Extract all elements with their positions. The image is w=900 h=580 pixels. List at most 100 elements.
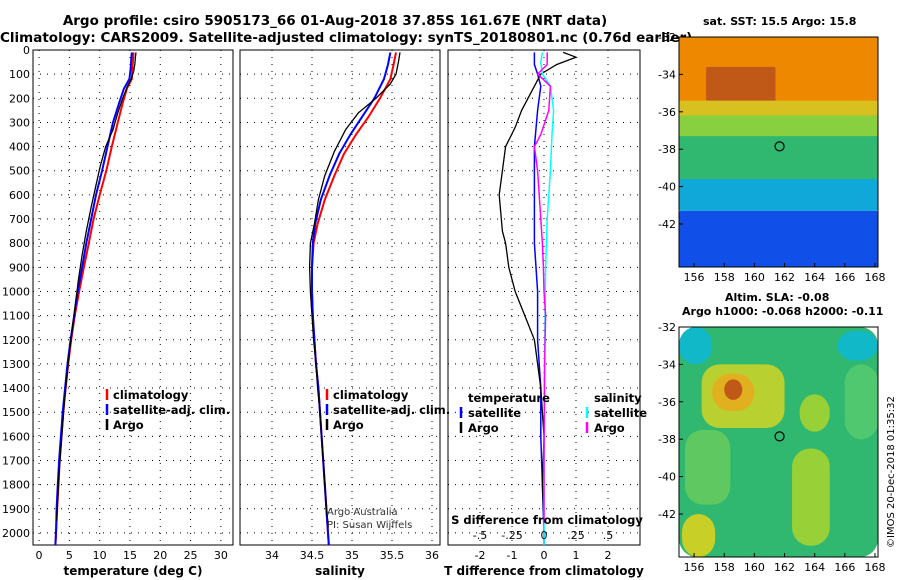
sla-map-title: Altim. SLA: -0.08 <box>725 291 830 304</box>
sla-map-color-region <box>792 448 830 546</box>
sst-map-field <box>679 37 878 267</box>
difference-xtick-label: -2 <box>475 549 486 562</box>
sla-map-xtick-label: 160 <box>744 561 765 574</box>
temperature-series-climatology <box>54 52 135 546</box>
sst-map-xtick-label: 164 <box>804 271 825 284</box>
sla-map-frame <box>678 326 879 558</box>
temperature-legend-label: Argo <box>113 418 144 432</box>
salinity-xtick-label: 36 <box>425 549 439 562</box>
depth-tick-label: 1900 <box>2 503 30 516</box>
salinity-xtick-label: 34.5 <box>300 549 325 562</box>
depth-tick-label: 0 <box>23 44 30 57</box>
sla-map-color-region <box>799 394 830 432</box>
sla-map-ytick-label: -34 <box>658 358 676 371</box>
salinity-legend-label: Argo <box>333 418 364 432</box>
sla-map-color-region <box>685 429 731 505</box>
temperature-xtick-label: 15 <box>123 549 137 562</box>
sla-map-ytick-label: -40 <box>658 471 676 484</box>
sst-map-ytick-label: -40 <box>658 181 676 194</box>
sla-map-color-region <box>837 330 878 361</box>
sst-map-color-region <box>679 136 878 185</box>
sst-map-color-region <box>679 115 878 140</box>
depth-tick-label: 1700 <box>2 454 30 467</box>
sla-map-xtick-label: 168 <box>864 561 885 574</box>
diff-s-tick-label: .25 <box>567 529 585 542</box>
difference-xtick-label: 0 <box>541 549 548 562</box>
sst-map-title: sat. SST: 15.5 Argo: 15.8 <box>703 15 857 28</box>
depth-tick-label: 1400 <box>2 382 30 395</box>
sla-map-xtick-label: 158 <box>714 561 735 574</box>
temperature-legend-label: satellite-adj. clim. <box>113 403 230 417</box>
sla-map-xtick-label: 166 <box>834 561 855 574</box>
sla-map-color-region <box>679 327 713 365</box>
temperature-series-argo <box>55 52 137 521</box>
sst-map-ytick-label: -38 <box>658 143 676 156</box>
diff-legend-temperature-title: temperature <box>468 391 550 405</box>
salinity-xtick-label: 35.5 <box>380 549 405 562</box>
depth-tick-label: 900 <box>9 261 30 274</box>
sst-map-argo-position-marker <box>774 141 785 152</box>
depth-tick-label: 400 <box>9 141 30 154</box>
temperature-xtick-label: 20 <box>153 549 167 562</box>
depth-tick-label: 600 <box>9 189 30 202</box>
temperature-xtick-label: 10 <box>93 549 107 562</box>
temperature-xtick-label: 25 <box>184 549 198 562</box>
sla-map-subtitle: Argo h1000: -0.068 h2000: -0.11 <box>682 305 884 318</box>
sst-map-xtick-label: 160 <box>744 271 765 284</box>
depth-tick-label: 1300 <box>2 358 30 371</box>
diff-legend-label: Argo <box>468 421 499 435</box>
depth-tick-label: 1100 <box>2 310 30 323</box>
depth-tick-label: 1600 <box>2 430 30 443</box>
temperature-xtick-label: 5 <box>66 549 73 562</box>
depth-tick-label: 700 <box>9 213 30 226</box>
sst-map-xtick-label: 156 <box>684 271 705 284</box>
difference-xtick-label: -1 <box>507 549 518 562</box>
sla-map-xtick-label: 156 <box>684 561 705 574</box>
diff-s-tick-label: .5 <box>603 529 614 542</box>
salinity-xtick-label: 35 <box>345 549 359 562</box>
diff-legend-label: satellite <box>594 406 647 420</box>
sla-map-ytick-label: -32 <box>658 321 676 334</box>
salinity-legend-label: satellite-adj. clim. <box>333 403 450 417</box>
depth-tick-label: 2000 <box>2 527 30 540</box>
depth-tick-label: 1800 <box>2 479 30 492</box>
sst-map-xtick-label: 166 <box>834 271 855 284</box>
diff-legend-salinity-title: salinity <box>594 391 642 405</box>
sla-map-color-region <box>682 513 716 557</box>
sst-map-ytick-label: -34 <box>658 68 676 81</box>
temperature-xtick-label: 30 <box>214 549 228 562</box>
diff-s-tick-label: -.25 <box>501 529 522 542</box>
temperature-legend-label: climatology <box>113 388 189 402</box>
sla-map-ytick-label: -38 <box>658 433 676 446</box>
figure-title-line2: Climatology: CARS2009. Satellite-adjuste… <box>0 30 693 46</box>
sst-map-ytick-label: -36 <box>658 106 676 119</box>
temperature-xtick-label: 0 <box>36 549 43 562</box>
diff-s-tick-label: -.5 <box>473 529 487 542</box>
sst-map-xtick-label: 162 <box>774 271 795 284</box>
sla-map-xtick-label: 162 <box>774 561 795 574</box>
sla-map-ytick-label: -36 <box>658 396 676 409</box>
depth-tick-label: 1500 <box>2 406 30 419</box>
temperature-xlabel: temperature (deg C) <box>64 564 203 578</box>
salinity-series-argo <box>308 52 401 524</box>
sst-map-frame <box>678 36 879 268</box>
diff-legend-label: satellite <box>468 406 521 420</box>
salinity-frame <box>239 49 441 546</box>
diff-s-axis-label: S difference from climatology <box>451 513 643 527</box>
temperature-frame <box>32 49 234 546</box>
sst-map-ytick-label: -42 <box>658 218 676 231</box>
diff-legend-label: Argo <box>594 421 625 435</box>
difference-xtick-label: 2 <box>605 549 612 562</box>
sst-map-color-region <box>679 179 878 211</box>
difference-xlabel: T difference from climatology <box>444 564 644 578</box>
depth-tick-label: 1200 <box>2 334 30 347</box>
sst-map-xtick-label: 168 <box>864 271 885 284</box>
difference-xtick-label: 1 <box>573 549 580 562</box>
sla-map-color-region <box>724 379 743 400</box>
salinity-legend-label: climatology <box>333 388 409 402</box>
depth-tick-label: 1000 <box>2 285 30 298</box>
depth-tick-label: 800 <box>9 237 30 250</box>
salinity-xlabel: salinity <box>315 564 365 578</box>
depth-tick-label: 200 <box>9 92 30 105</box>
